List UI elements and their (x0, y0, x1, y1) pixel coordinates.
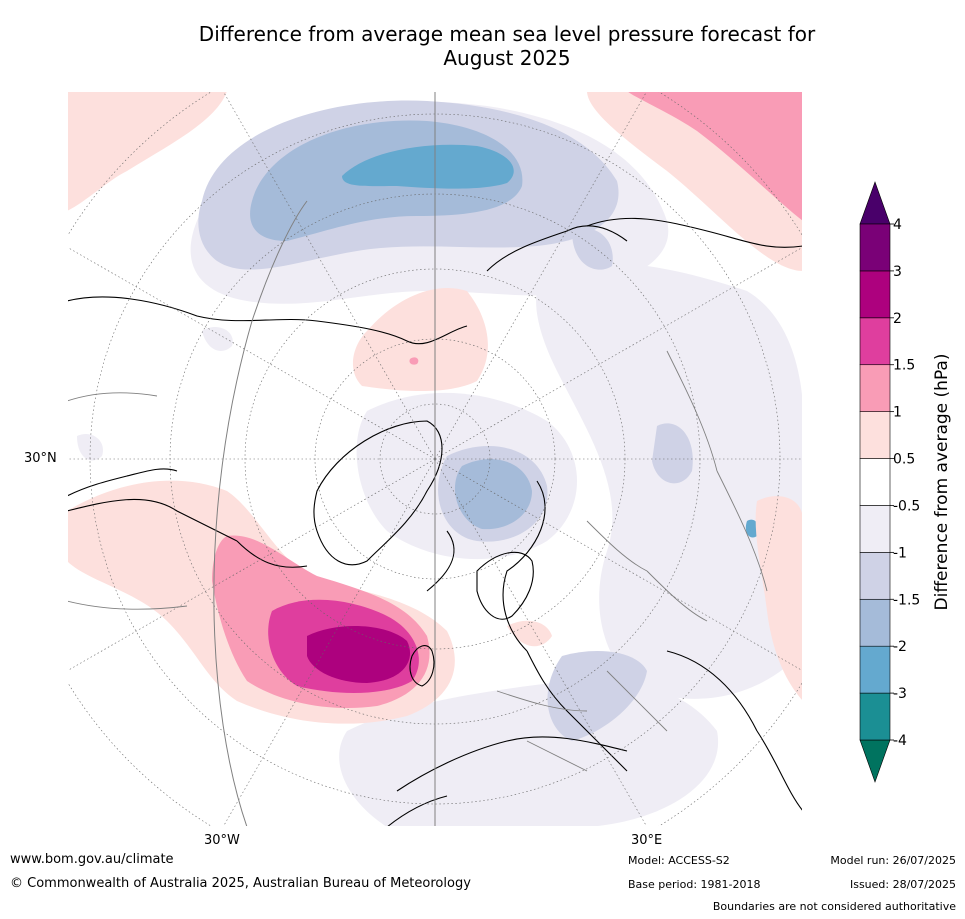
colorbar-bin (859, 317, 891, 366)
colorbar-bin (859, 223, 891, 272)
colorbar-bin (859, 598, 891, 647)
issued-text: Issued: 28/07/2025 (849, 878, 956, 891)
colorbar-extend-max (859, 181, 891, 225)
colorbar-tick-label: -0.5 (893, 498, 920, 514)
colorbar-bin (859, 411, 891, 459)
model-run-text: Model run: 26/07/2025 (830, 854, 956, 867)
model-text: Model: ACCESS-S2 (628, 854, 730, 867)
lat-label-30n: 30°N (24, 451, 57, 466)
anomaly-fill-minus-two (342, 144, 759, 538)
forecast-map (67, 91, 803, 827)
british-isles-outline (409, 645, 435, 687)
colorbar-tick-label: 1.5 (893, 358, 915, 374)
map-frame (67, 91, 803, 827)
colorbar-label: Difference from average (hPa) (932, 354, 952, 611)
colorbar-tick-label: 3 (893, 264, 902, 280)
prime-meridian (213, 91, 436, 827)
colorbar-tick-label: -1 (893, 545, 907, 561)
colorbar-tick-label: -4 (893, 733, 907, 749)
colorbar-tick-label: 0.5 (893, 452, 915, 468)
colorbar-tick-label: 4 (893, 217, 902, 233)
colorbar-bin (859, 552, 891, 600)
colorbar-bin (859, 364, 891, 412)
greenland-outline (313, 420, 443, 566)
colorbar-bin (859, 505, 891, 553)
title-line-1: Difference from average mean sea level p… (198, 22, 816, 46)
anomaly-fill-plus-two (307, 625, 411, 683)
colorbar-tick-label: -3 (893, 686, 907, 702)
colorbar-tick-label: 1 (893, 405, 902, 421)
coastlines (67, 217, 803, 827)
disclaimer-text: Boundaries are not considered authoritat… (712, 900, 956, 913)
colorbar-bin (859, 458, 891, 506)
title-line-2: August 2025 (443, 46, 571, 70)
colorbar-tick-label: -2 (893, 639, 907, 655)
map-title: Difference from average mean sea level p… (0, 22, 965, 70)
colorbar-tick-label: 2 (893, 311, 902, 327)
colorbar-tick-label: -1.5 (893, 592, 920, 608)
lon-label-30w: 30°W (204, 833, 240, 848)
colorbar: -4 -3 -2 -1.5 -1 -0.5 0.5 1 1.5 2 3 4 Difference fro… (859, 181, 952, 783)
base-period-text: Base period: 1981-2018 (628, 878, 761, 891)
website-link[interactable]: www.bom.gov.au/climate (10, 852, 174, 867)
colorbar-extend-min (859, 739, 891, 783)
lon-label-30e: 30°E (631, 833, 663, 848)
country-borders (67, 350, 768, 772)
copyright-text: © Commonwealth of Australia 2025, Austra… (10, 876, 471, 891)
colorbar-bin (859, 270, 891, 319)
colorbar-bin (859, 645, 891, 694)
scandinavia-outline (476, 551, 534, 620)
colorbar-bin (859, 692, 891, 741)
